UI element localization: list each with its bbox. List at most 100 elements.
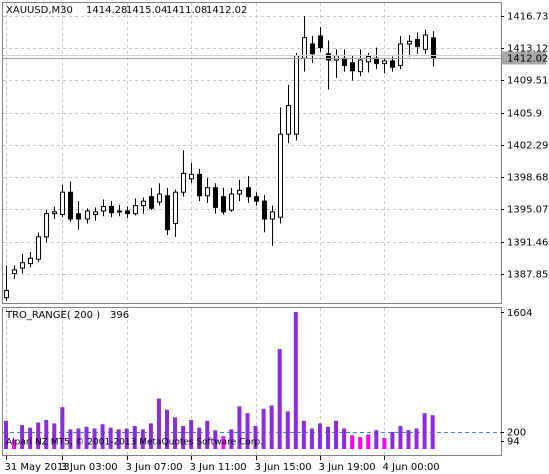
candle-body <box>407 40 412 45</box>
candle-body <box>415 39 420 48</box>
ohlc-low: 1411.08 <box>166 5 207 16</box>
candle-body <box>237 189 242 195</box>
histogram-bar <box>92 428 97 449</box>
histogram-bar <box>277 349 282 449</box>
histogram-bar <box>148 423 153 449</box>
histogram-bar <box>100 424 105 449</box>
candle-body <box>246 187 251 198</box>
x-tick-label: 3 Jun 11:00 <box>190 462 247 473</box>
candle-body <box>173 191 178 224</box>
y-tick-label: 200 <box>507 428 526 439</box>
ohlc-high: 1415.04 <box>126 5 167 16</box>
candle-body <box>28 257 33 265</box>
histogram-bar <box>350 435 355 449</box>
histogram-bar <box>261 408 266 449</box>
candle-body <box>36 236 41 260</box>
x-tick-label: 31 May 2013 <box>5 462 70 473</box>
candle-body <box>109 205 114 214</box>
y-tick-label: 1405.9 <box>507 109 542 120</box>
histogram-bar <box>253 425 258 449</box>
histogram-bar <box>197 427 202 449</box>
y-tick-label: 1391.46 <box>507 238 548 249</box>
histogram-bar <box>301 420 306 449</box>
ohlc-open: 1414.28 <box>86 5 127 16</box>
candle-body <box>165 195 170 231</box>
candle-body <box>390 60 395 68</box>
candle-body <box>286 105 291 135</box>
histogram-bar <box>430 415 435 449</box>
candle-body <box>4 289 9 299</box>
histogram-bar <box>181 425 186 449</box>
histogram-bar <box>36 422 41 449</box>
candle-body <box>181 172 186 193</box>
candle-body <box>270 211 275 220</box>
candle-body <box>350 62 355 72</box>
histogram-bar <box>229 429 234 449</box>
histogram-bar <box>366 434 371 449</box>
histogram-bar <box>116 429 121 449</box>
histogram-bar <box>221 436 226 449</box>
histogram-bar <box>189 419 194 449</box>
histogram-bar <box>245 413 250 449</box>
main-pane <box>2 2 502 304</box>
histogram-bar <box>213 430 218 449</box>
price-label: 1412.02 <box>507 54 548 65</box>
histogram-bar <box>398 425 403 449</box>
watermark: Alpari NZ MT5, © 2001-2013 MetaQuotes So… <box>6 438 263 448</box>
candle-body <box>262 200 267 220</box>
histogram-bar <box>374 430 379 449</box>
candle-body <box>374 57 379 65</box>
candle-body <box>423 34 428 50</box>
x-tick-label: 3 Jun 19:00 <box>319 462 376 473</box>
y-tick-label: 1604 <box>507 308 532 319</box>
candle-body <box>44 213 49 238</box>
histogram-bar <box>334 420 339 449</box>
histogram-bar <box>205 420 210 449</box>
candle-body <box>149 196 154 209</box>
histogram-bar <box>108 427 113 449</box>
candle-body <box>76 213 81 220</box>
histogram-bar <box>293 312 298 449</box>
histogram-bar <box>342 428 347 449</box>
histogram-bar <box>285 411 290 449</box>
histogram-bar <box>390 431 395 449</box>
candle-body <box>133 205 138 215</box>
indicator-value: 396 <box>110 310 129 321</box>
symbol: XAUUSD,M30 <box>6 5 73 16</box>
candle-body <box>213 187 218 208</box>
candle-body <box>197 173 202 197</box>
indicator-pane <box>2 307 502 456</box>
histogram-bar <box>326 426 330 449</box>
ohlc-close: 1412.02 <box>206 5 247 16</box>
candle-body <box>366 55 371 63</box>
x-tick-label: 3 Jun 03:00 <box>61 462 118 473</box>
histogram-bar <box>44 419 49 449</box>
candle-body <box>117 210 122 213</box>
histogram-bar <box>4 420 8 449</box>
candle-body <box>382 60 387 65</box>
histogram-bar <box>382 437 387 449</box>
marks <box>3 16 501 449</box>
x-tick-label: 4 Jun 00:00 <box>383 462 440 473</box>
candle-body <box>278 133 283 218</box>
histogram-bar <box>68 429 73 449</box>
candle-body <box>12 269 17 274</box>
histogram-bar <box>124 428 129 449</box>
histogram-bar <box>84 426 89 449</box>
candle-body <box>60 191 65 216</box>
histogram-bar <box>12 439 17 449</box>
y-tick-label: 1413.12 <box>507 44 548 55</box>
x-tick-label: 3 Jun 07:00 <box>126 462 183 473</box>
price-label-box <box>502 51 546 65</box>
candle-body <box>318 35 323 49</box>
candle-body <box>221 196 226 213</box>
histogram-bar <box>237 406 242 449</box>
candle-body <box>93 211 98 216</box>
y-tick-label: 1402.29 <box>507 141 548 152</box>
indicator-title: TRO_RANGE( 200 ) <box>5 310 100 321</box>
histogram-bar <box>406 430 411 449</box>
candle-body <box>125 210 130 215</box>
candle-body <box>20 262 25 269</box>
x-tick-label: 3 Jun 15:00 <box>255 462 312 473</box>
